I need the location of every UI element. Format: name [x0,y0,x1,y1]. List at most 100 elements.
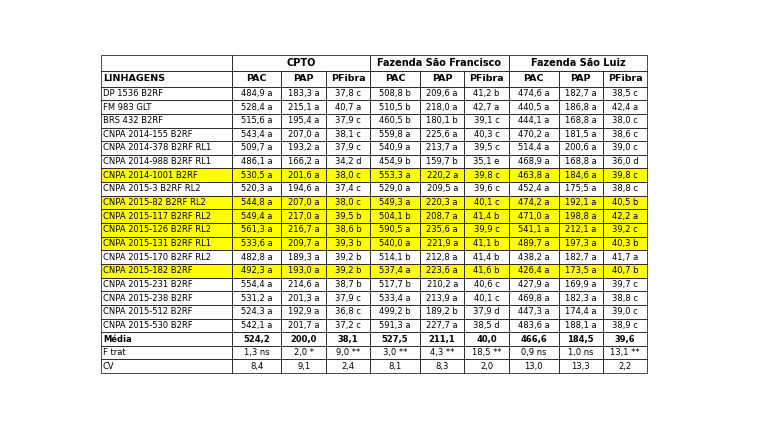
Text: 41,6 b: 41,6 b [474,266,500,275]
Text: 183,3 a: 183,3 a [288,89,320,98]
Bar [420,278,464,291]
Text: CNPA 2015-3 B2RF RL2: CNPA 2015-3 B2RF RL2 [103,184,201,194]
Text: PFibra: PFibra [608,74,642,83]
Bar [420,346,464,359]
Bar [558,319,603,332]
Bar [603,86,648,100]
Text: 38,1: 38,1 [338,334,358,343]
Bar [509,305,558,319]
Bar [603,346,648,359]
Text: 38,8 c: 38,8 c [612,184,638,194]
Text: 509,7 a: 509,7 a [241,144,272,152]
Bar [281,223,326,237]
Text: CNPA 2015-512 B2RF: CNPA 2015-512 B2RF [103,307,192,316]
Bar [281,182,326,196]
Text: 39,6 c: 39,6 c [474,184,499,194]
Text: 34,2 d: 34,2 d [335,157,361,166]
Text: 514,4 a: 514,4 a [518,144,550,152]
Bar [558,291,603,305]
Text: 37,9 c: 37,9 c [335,294,361,303]
Bar [232,210,281,223]
Bar [509,86,558,100]
Bar [509,278,558,291]
Bar [603,359,648,373]
Text: 35,1 e: 35,1 e [474,157,499,166]
Bar [101,305,232,319]
Text: 544,8 a: 544,8 a [241,198,272,207]
Text: CNPA 2015-231 B2RF: CNPA 2015-231 B2RF [103,280,193,289]
Bar [281,196,326,210]
Text: 18,5 **: 18,5 ** [472,348,502,357]
Bar [464,155,509,168]
Text: 213,9 a: 213,9 a [426,294,458,303]
Bar [232,55,370,71]
Bar [603,223,648,237]
Bar [509,223,558,237]
Text: 8,4: 8,4 [250,362,263,371]
Bar [281,237,326,250]
Bar [101,100,232,114]
Text: 466,6: 466,6 [521,334,547,343]
Bar [281,168,326,182]
Bar [326,250,370,264]
Bar [326,359,370,373]
Text: 37,2 c: 37,2 c [335,321,361,330]
Text: 2,2: 2,2 [619,362,632,371]
Text: 474,2 a: 474,2 a [518,198,550,207]
Text: CNPA 2015-182 B2RF: CNPA 2015-182 B2RF [103,266,193,275]
Text: 520,3 a: 520,3 a [241,184,272,194]
Bar [603,196,648,210]
Bar [603,305,648,319]
Text: 427,9 a: 427,9 a [518,280,550,289]
Bar [370,237,420,250]
Bar [464,100,509,114]
Bar [464,278,509,291]
Bar [420,128,464,141]
Text: 537,4 a: 537,4 a [379,266,411,275]
Bar [603,210,648,223]
Text: CNPA 2014-988 B2RF RL1: CNPA 2014-988 B2RF RL1 [103,157,211,166]
Text: 42,2 a: 42,2 a [612,212,638,221]
Bar [232,264,281,278]
Text: 13,1 **: 13,1 ** [610,348,640,357]
Text: 38,5 d: 38,5 d [474,321,500,330]
Text: 40,5 b: 40,5 b [612,198,638,207]
Bar [509,196,558,210]
Bar [420,141,464,155]
Bar [420,319,464,332]
Text: 159,7 b: 159,7 b [426,157,458,166]
Text: 13,3: 13,3 [572,362,590,371]
Text: 543,4 a: 543,4 a [241,130,272,139]
Bar [370,305,420,319]
Text: 40,1 c: 40,1 c [474,198,499,207]
Text: 533,6 a: 533,6 a [241,239,273,248]
Text: 193,0 a: 193,0 a [288,266,319,275]
Text: 38,7 b: 38,7 b [335,280,361,289]
Bar [101,155,232,168]
Text: 201,7 a: 201,7 a [288,321,319,330]
Text: 1,0 ns: 1,0 ns [568,348,593,357]
Text: 37,9 c: 37,9 c [335,144,361,152]
Text: 195,4 a: 195,4 a [288,116,319,125]
Text: PAC: PAC [524,74,544,83]
Bar [509,210,558,223]
Bar [326,264,370,278]
Text: 561,3 a: 561,3 a [241,225,272,234]
Bar [509,264,558,278]
Bar [420,250,464,264]
Bar [370,264,420,278]
Bar [509,155,558,168]
Text: PAP: PAP [293,74,314,83]
Text: 193,2 a: 193,2 a [288,144,319,152]
Text: 9,1: 9,1 [297,362,310,371]
Text: PFibra: PFibra [470,74,504,83]
Bar [101,114,232,128]
Bar [464,305,509,319]
Text: 2,4: 2,4 [342,362,354,371]
Text: 514,1 b: 514,1 b [379,253,411,262]
Bar [281,278,326,291]
Bar [464,291,509,305]
Text: 38,1 c: 38,1 c [335,130,361,139]
Bar [370,71,420,86]
Bar [326,346,370,359]
